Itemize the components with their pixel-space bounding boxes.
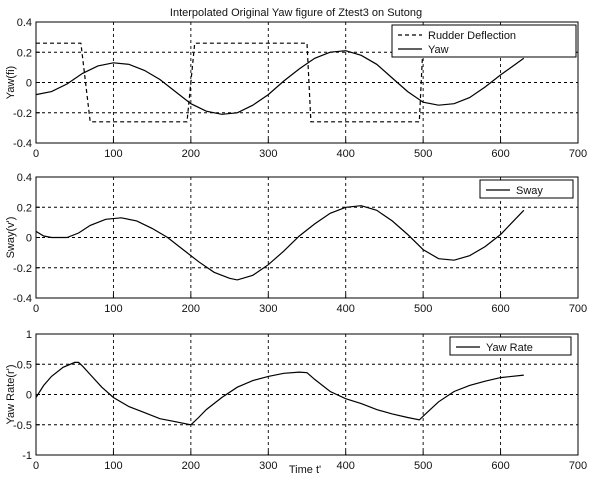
x-axis-label: Time t' bbox=[289, 464, 321, 476]
x-tick-label: 300 bbox=[259, 460, 277, 472]
x-tick-label: 400 bbox=[337, 148, 355, 160]
legend-box bbox=[391, 24, 577, 58]
y-tick-label: 0.4 bbox=[17, 17, 32, 29]
y-tick-label: -1 bbox=[22, 450, 32, 462]
legend-label: Yaw bbox=[428, 44, 449, 56]
x-tick-label: 500 bbox=[414, 460, 432, 472]
x-tick-label: 400 bbox=[337, 460, 355, 472]
y-axis-label: Yaw Rate(r') bbox=[5, 365, 17, 425]
x-tick-label: 700 bbox=[569, 460, 587, 472]
x-tick-label: 600 bbox=[491, 303, 509, 315]
y-tick-label: 0.2 bbox=[17, 202, 32, 214]
x-tick-label: 700 bbox=[569, 148, 587, 160]
x-tick-label: 0 bbox=[33, 303, 39, 315]
y-axis-label: Sway(v') bbox=[5, 217, 17, 259]
x-tick-label: 600 bbox=[491, 148, 509, 160]
legend-label: Sway bbox=[516, 185, 543, 197]
series-line-sway bbox=[35, 205, 525, 281]
x-tick-label: 400 bbox=[337, 303, 355, 315]
series-line-rudder-deflection bbox=[36, 42, 524, 123]
chart-2: 0 100 200 300 400 500 600 700 -0.4 -0.2 0 0.2 0.4 Swa… bbox=[5, 172, 587, 315]
x-tick-label: 500 bbox=[414, 148, 432, 160]
y-tick-label: -0.4 bbox=[13, 293, 32, 305]
legend-box bbox=[449, 336, 572, 356]
y-axis-label: Yaw(fi) bbox=[5, 66, 17, 99]
legend-box bbox=[479, 179, 574, 199]
x-tick-label: 600 bbox=[491, 460, 509, 472]
x-tick-label: 500 bbox=[414, 303, 432, 315]
x-tick-label: 0 bbox=[33, 460, 39, 472]
y-tick-label: 0 bbox=[26, 390, 32, 402]
y-tick-label: 1 bbox=[26, 329, 32, 341]
x-tick-label: 0 bbox=[33, 148, 39, 160]
legend-label: Yaw Rate bbox=[486, 342, 533, 354]
y-tick-label: -0.4 bbox=[13, 138, 32, 150]
x-tick-label: 300 bbox=[259, 148, 277, 160]
x-tick-label: 200 bbox=[182, 148, 200, 160]
charts-container: 0 100 200 300 400 500 600 700-0.4-0.200.20.4Yaw… bbox=[5, 17, 587, 472]
y-tick-label: 0 bbox=[26, 78, 32, 90]
chart-3: 0 100 200 300 400 500 600 700 -1 -0.5 0 0.5 1 Yaw Rat… bbox=[5, 329, 587, 472]
series-line-yaw-rate bbox=[35, 361, 524, 426]
y-tick-label: -0.2 bbox=[13, 263, 32, 275]
x-tick-label: 100 bbox=[104, 148, 122, 160]
figure-title: Interpolated Original Yaw figure of Ztes… bbox=[170, 7, 422, 19]
y-tick-label: 0.2 bbox=[17, 47, 32, 59]
chart-1: 0 100 200 300 400 500 600 700 -0.4 -0.2 0 0.2 0.4 Yaw… bbox=[5, 17, 587, 160]
y-tick-label: -0.5 bbox=[13, 420, 32, 432]
y-tick-label: 0.5 bbox=[17, 359, 32, 371]
series-line-yaw bbox=[35, 50, 525, 115]
x-tick-label: 200 bbox=[182, 460, 200, 472]
y-tick-label: -0.2 bbox=[13, 108, 32, 120]
legend-label: Rudder Deflection bbox=[428, 30, 516, 42]
x-tick-label: 300 bbox=[259, 303, 277, 315]
x-tick-label: 700 bbox=[569, 303, 587, 315]
x-tick-label: 200 bbox=[182, 303, 200, 315]
x-tick-label: 100 bbox=[104, 460, 122, 472]
x-tick-label: 100 bbox=[104, 303, 122, 315]
y-tick-label: 0 bbox=[26, 233, 32, 245]
y-tick-label: 0.4 bbox=[17, 172, 32, 184]
